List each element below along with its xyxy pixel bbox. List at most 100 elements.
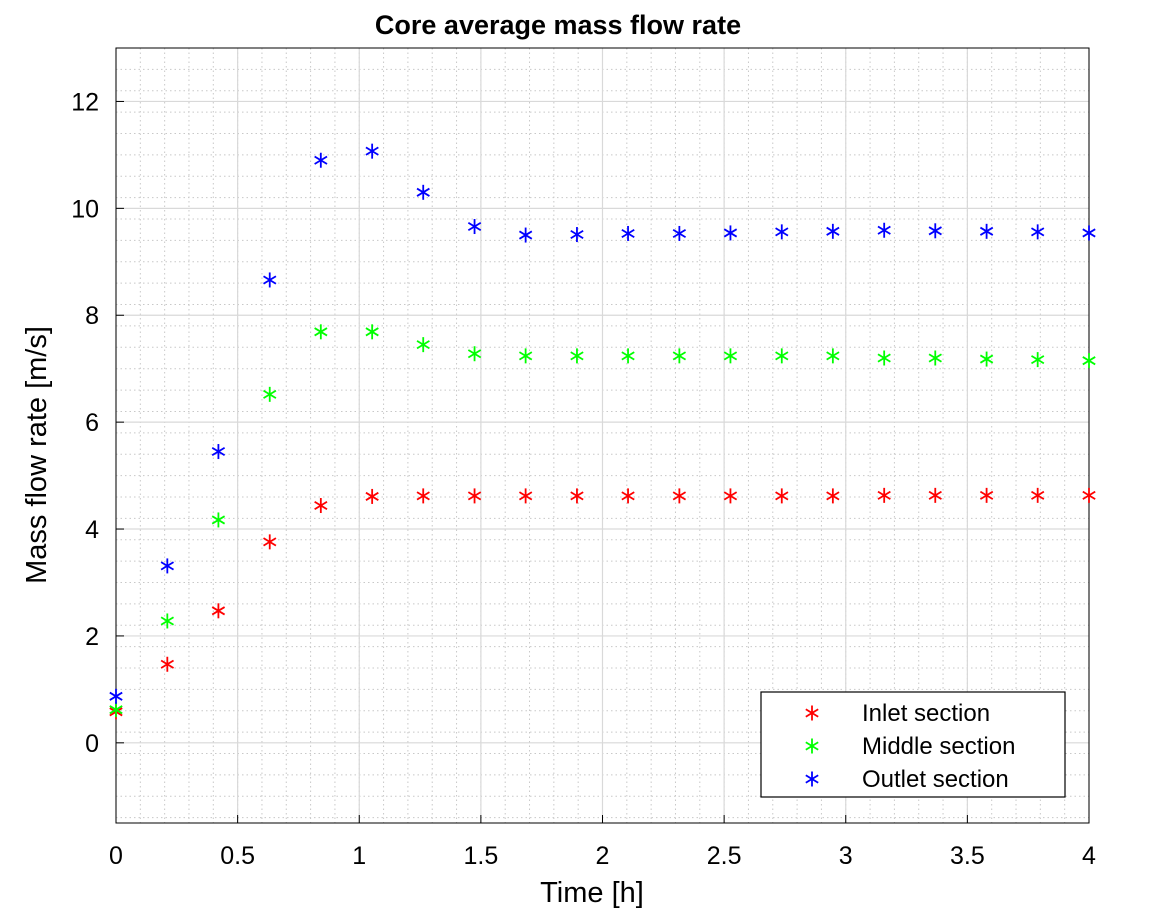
data-point — [160, 558, 174, 574]
data-point — [877, 350, 891, 366]
data-point — [621, 225, 635, 241]
marker-stroke — [314, 500, 328, 511]
data-point — [775, 348, 789, 364]
data-points — [109, 143, 1096, 720]
marker-stroke — [1031, 227, 1045, 237]
legend-marker — [805, 771, 819, 787]
x-axis-label: Time [h] — [540, 877, 644, 909]
y-axis-label: Mass flow rate [m/s] — [21, 326, 53, 584]
marker-stroke — [928, 226, 942, 236]
marker-stroke — [877, 225, 891, 235]
data-point — [570, 488, 584, 504]
data-point — [416, 184, 430, 200]
marker-stroke — [109, 705, 123, 715]
legend-item: Inlet section — [805, 700, 990, 727]
marker-stroke — [518, 230, 533, 240]
marker-stroke — [1031, 490, 1045, 500]
data-point — [1031, 352, 1045, 368]
y-tick-label: 10 — [71, 195, 99, 223]
marker-stroke — [467, 349, 482, 359]
data-point — [365, 143, 379, 159]
data-point — [211, 444, 226, 460]
marker-stroke — [621, 228, 635, 238]
marker-stroke — [211, 447, 226, 457]
marker-stroke — [263, 275, 277, 285]
marker-stroke — [672, 351, 687, 361]
data-point — [365, 324, 379, 340]
data-point — [109, 702, 123, 718]
marker-stroke — [805, 708, 819, 718]
data-point — [263, 386, 277, 402]
data-point — [1082, 487, 1096, 503]
marker-stroke — [263, 389, 277, 399]
data-point — [467, 219, 482, 235]
data-point — [775, 488, 789, 504]
data-point — [826, 348, 840, 364]
marker-stroke — [979, 490, 994, 500]
marker-stroke — [211, 606, 226, 616]
legend-item: Middle section — [805, 733, 1015, 760]
marker-stroke — [621, 491, 635, 501]
legend-marker — [805, 705, 819, 721]
data-point — [314, 324, 328, 340]
x-tick-label: 1 — [352, 842, 366, 870]
marker-stroke — [365, 491, 379, 501]
data-point — [826, 488, 840, 504]
marker-stroke — [467, 221, 482, 232]
marker-stroke — [570, 230, 584, 240]
data-point — [877, 222, 891, 238]
data-point — [723, 225, 738, 241]
data-point — [877, 487, 891, 503]
marker-stroke — [416, 340, 430, 350]
marker-stroke — [1082, 490, 1096, 500]
x-tick-label: 2.5 — [707, 842, 742, 870]
y-tick-label: 6 — [85, 409, 99, 437]
legend-label: Middle section — [862, 733, 1015, 760]
legend-label: Inlet section — [862, 700, 990, 727]
marker-stroke — [518, 351, 533, 361]
y-tick-label: 8 — [85, 302, 99, 330]
marker-stroke — [109, 691, 123, 701]
data-point — [518, 348, 533, 364]
marker-stroke — [160, 616, 174, 626]
marker-stroke — [263, 537, 277, 547]
data-point — [570, 227, 584, 243]
marker-stroke — [416, 187, 430, 197]
marker-stroke — [365, 327, 379, 337]
marker-stroke — [1082, 356, 1096, 366]
marker-stroke — [365, 146, 379, 156]
marker-stroke — [570, 351, 584, 361]
data-point — [518, 227, 533, 243]
data-point — [1082, 353, 1096, 369]
data-point — [826, 223, 840, 239]
x-tick-label: 1.5 — [463, 842, 498, 870]
data-point — [928, 350, 942, 366]
data-point — [467, 346, 482, 362]
x-tick-label: 0.5 — [220, 842, 255, 870]
marker-stroke — [805, 741, 819, 751]
marker-stroke — [314, 155, 328, 165]
marker-stroke — [160, 561, 174, 571]
marker-stroke — [314, 327, 328, 337]
marker-stroke — [775, 227, 789, 237]
marker-stroke — [826, 491, 840, 501]
legend-marker — [805, 738, 819, 754]
marker-stroke — [877, 490, 891, 500]
data-point — [314, 152, 328, 168]
data-point — [211, 512, 226, 528]
marker-stroke — [211, 515, 226, 525]
legend: Inlet section Middle section Outlet sectio… — [760, 691, 1066, 798]
data-point — [365, 488, 379, 504]
marker-stroke — [805, 774, 819, 784]
data-point — [979, 223, 994, 239]
legend-label: Outlet section — [862, 766, 1009, 793]
data-point — [621, 348, 635, 364]
marker-stroke — [621, 351, 635, 361]
marker-stroke — [723, 491, 738, 501]
marker-stroke — [826, 226, 840, 236]
data-point — [314, 498, 328, 514]
data-point — [979, 487, 994, 503]
data-point — [621, 488, 635, 504]
